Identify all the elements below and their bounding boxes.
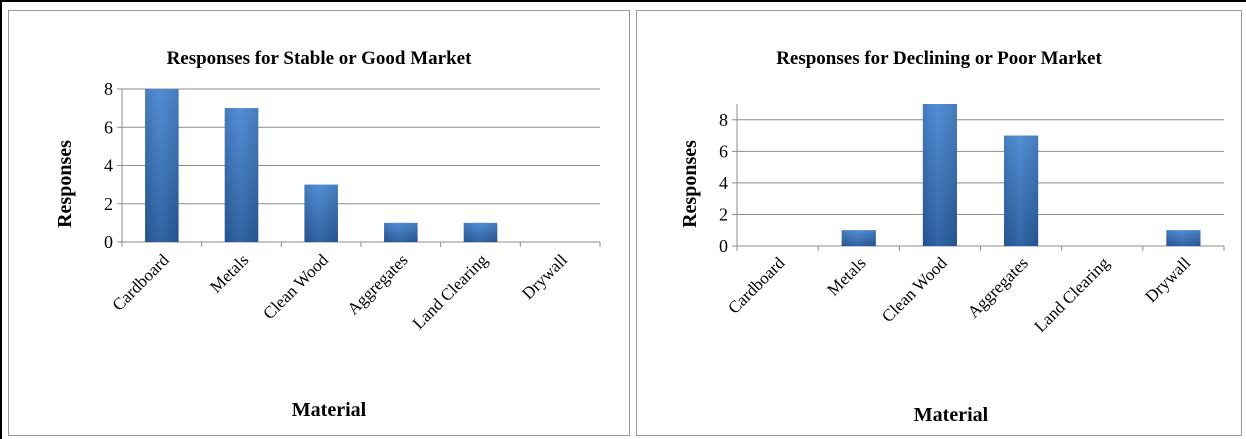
chart-declining-market: Responses for Declining or Poor Market R…: [679, 48, 1225, 426]
y-tick-label: 8: [719, 110, 728, 130]
y-tick-label: 6: [104, 117, 113, 137]
y-tick-label: 2: [719, 204, 728, 224]
x-tick-label: Drywall: [1141, 253, 1194, 306]
y-tick-label: 0: [104, 232, 113, 252]
plot-area: 0 2 4 6 8 Cardboard Metals Clean Wood Aggregates…: [719, 104, 1225, 336]
chart-title: Responses for Declining or Poor Market: [776, 48, 1102, 69]
y-tick-label: 4: [104, 156, 113, 176]
bar-shade: [304, 184, 338, 242]
x-tick-label: Aggregates: [964, 253, 1032, 321]
bar-shade: [922, 104, 957, 246]
x-tick-label: Drywall: [518, 250, 571, 303]
x-tick-label: Land Clearing: [409, 250, 492, 333]
bar-shade: [1166, 230, 1201, 246]
x-tick-label: Cardboard: [108, 250, 173, 315]
y-tick-label: 8: [104, 79, 113, 99]
x-tick-label: Land Clearing: [1031, 253, 1114, 336]
chart-stable-market: Responses for Stable or Good Market Resp…: [54, 48, 601, 421]
chart-title: Responses for Stable or Good Market: [167, 48, 473, 69]
y-tick-label: 2: [104, 194, 113, 214]
x-tick-label: Metals: [206, 250, 252, 296]
y-tick-label: 0: [719, 236, 728, 256]
x-axis-label: Material: [914, 404, 989, 426]
bar-shade: [841, 230, 876, 246]
bar-shade: [145, 89, 179, 242]
x-tick-label: Metals: [823, 253, 869, 299]
x-axis-label: Material: [292, 399, 367, 421]
chart-panel-stable-market: Responses for Stable or Good Market Resp…: [8, 10, 630, 436]
x-tick-label: Cardboard: [724, 253, 789, 318]
x-tick-label: Clean Wood: [878, 253, 951, 326]
x-tick-label: Clean Wood: [259, 250, 332, 323]
y-tick-label: 4: [719, 173, 728, 193]
y-axis-label: Responses: [679, 140, 701, 228]
bar-shade: [224, 108, 259, 242]
y-axis-label: Responses: [54, 140, 76, 228]
bar-shade: [463, 222, 498, 242]
x-tick-label: Aggregates: [343, 250, 411, 318]
bar-shade: [1004, 135, 1039, 246]
bar-shade: [384, 222, 418, 242]
chart-panel-declining-market: Responses for Declining or Poor Market R…: [636, 10, 1242, 436]
plot-area: 0 2 4 6 8 Cardboard Metals Clean Wood Aggregates…: [104, 79, 601, 333]
y-tick-label: 6: [719, 141, 728, 161]
